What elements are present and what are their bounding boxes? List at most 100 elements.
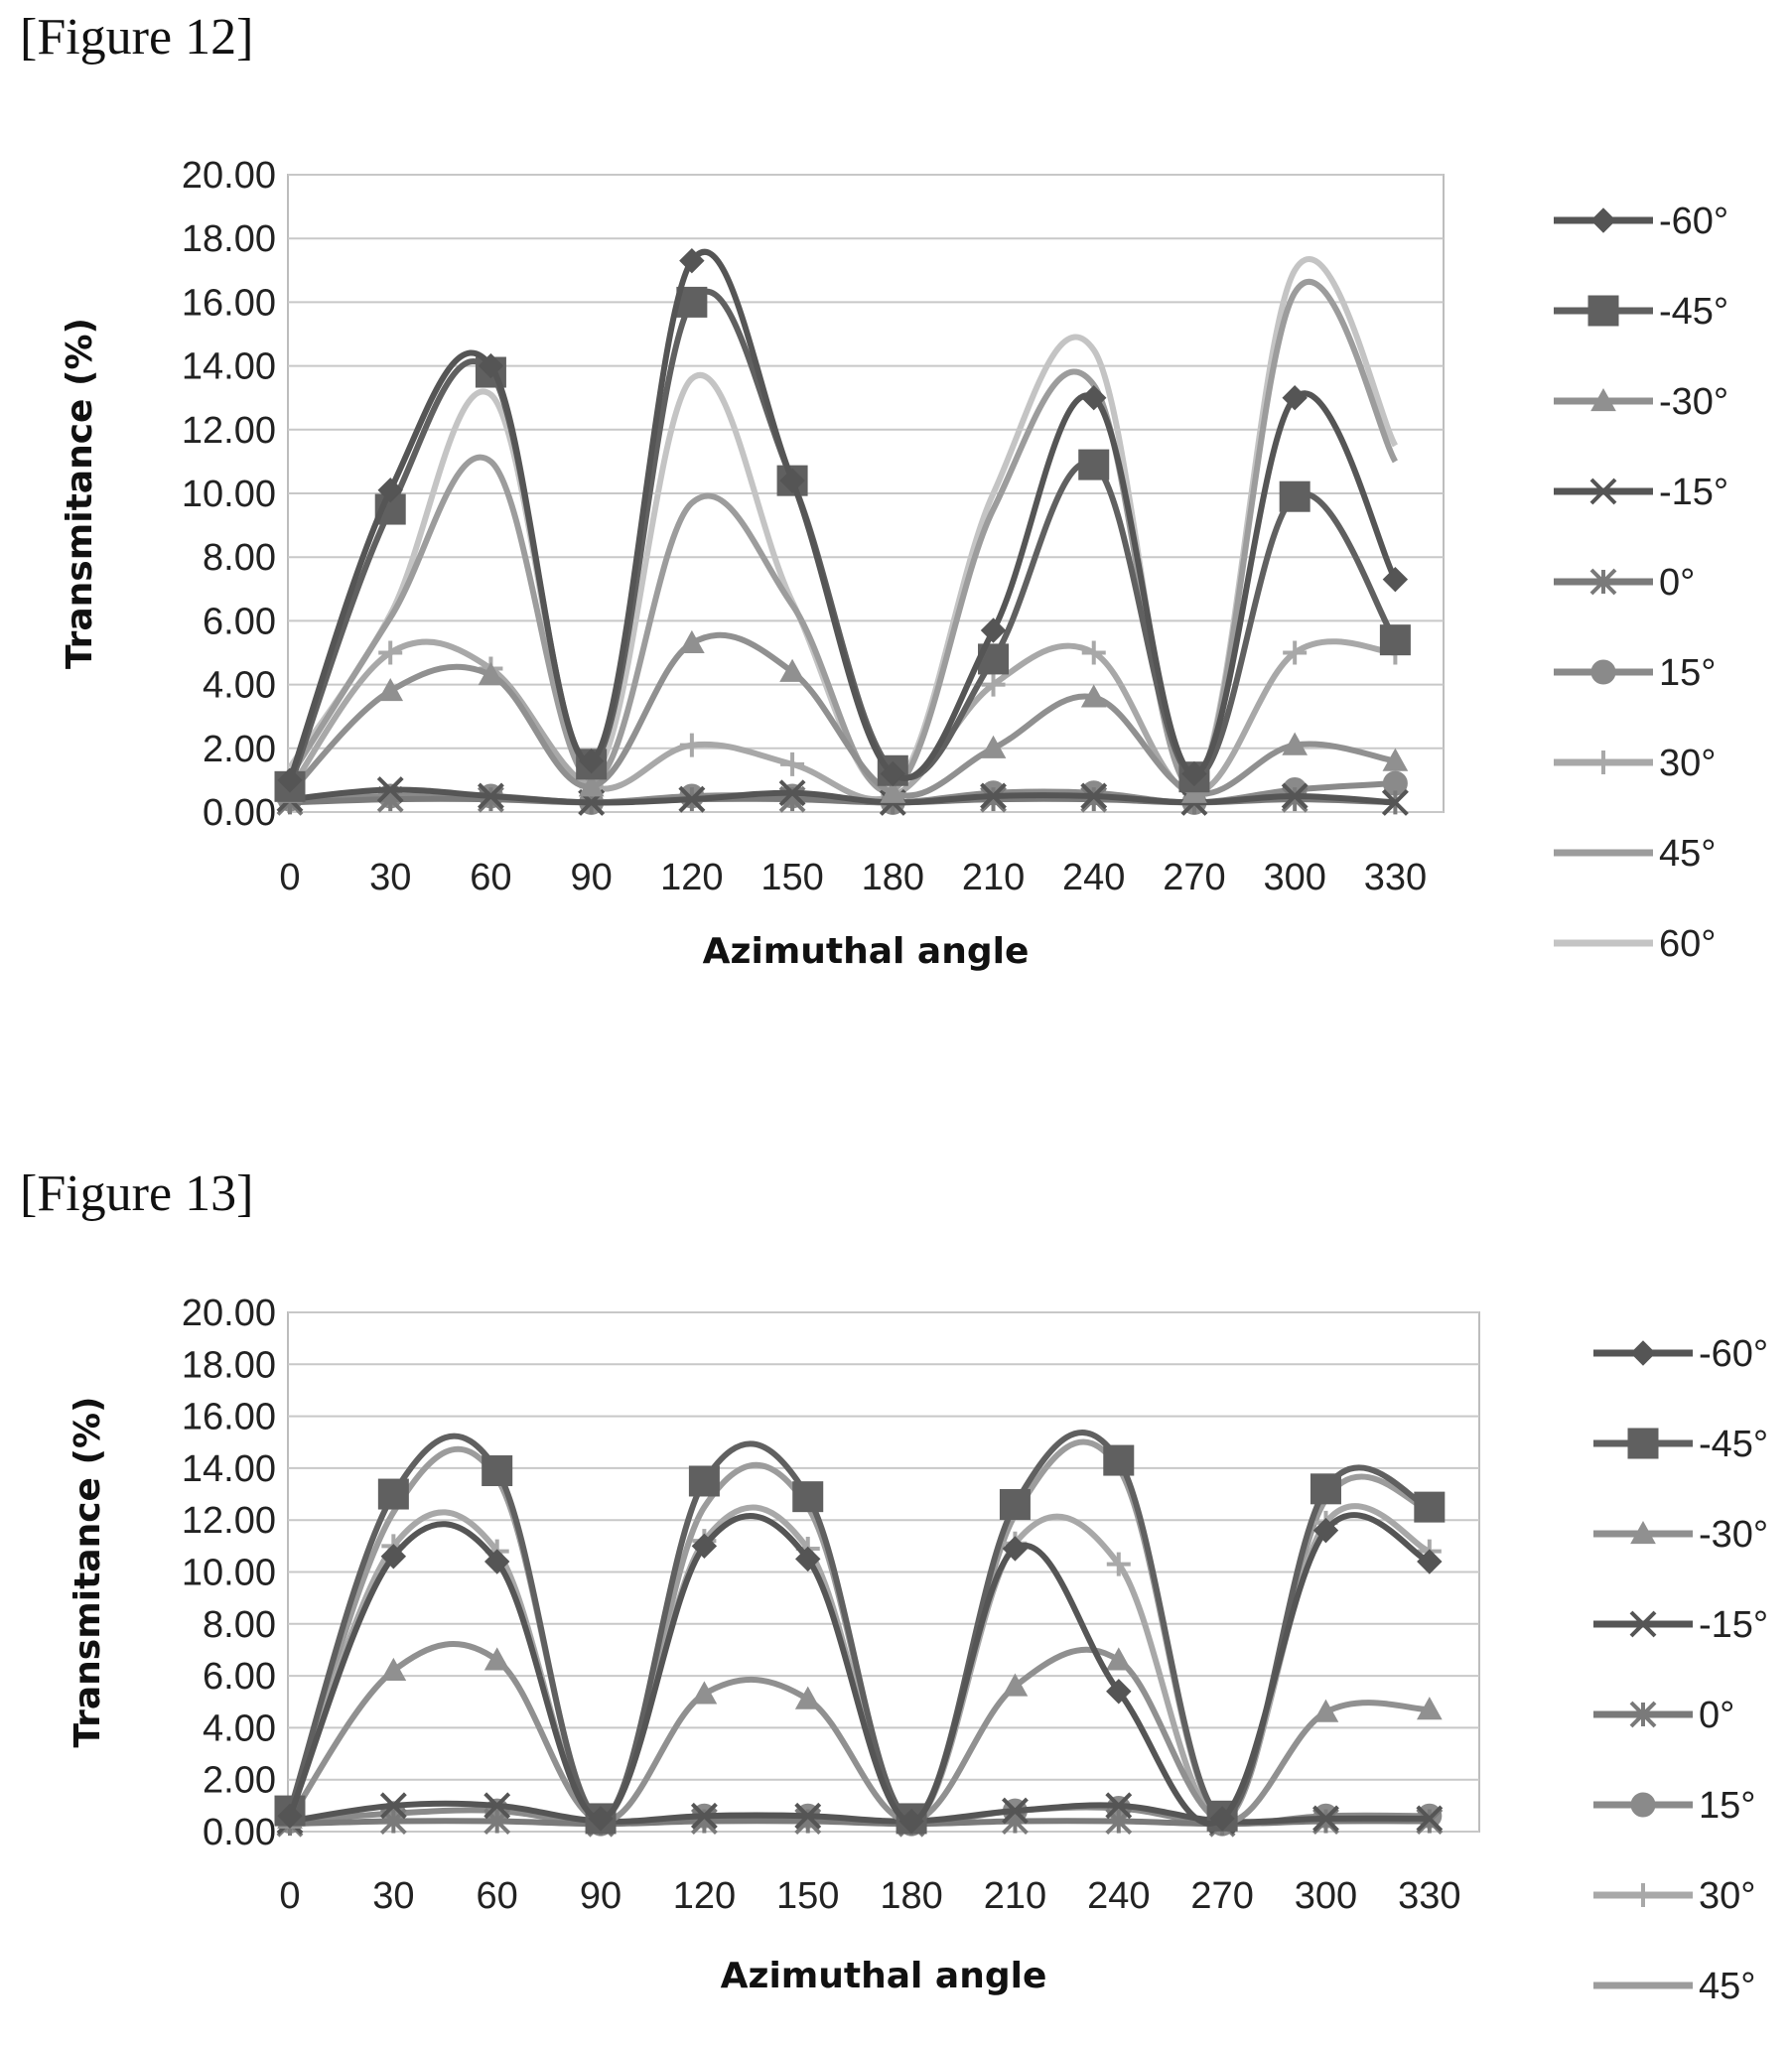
x-tick-label: 30 (369, 857, 411, 898)
data-point (578, 748, 605, 774)
data-point (483, 1549, 510, 1574)
figure-13-chart: 0.00 2.00 4.00 6.00 8.00 10.00 12.00 14.00 16.00… (68, 1293, 1768, 2007)
data-point (1281, 785, 1309, 813)
y-tick-label: 6.00 (203, 601, 276, 642)
data-point (377, 478, 403, 503)
figure-13-caption: [Figure 13] (20, 1165, 254, 1222)
legend-label: -60° (1699, 1333, 1768, 1375)
legend-marker (1629, 1610, 1657, 1638)
data-point (377, 1478, 409, 1510)
data-point (688, 1465, 720, 1497)
data-point (691, 1681, 718, 1705)
data-point (376, 776, 404, 803)
data-point (679, 733, 704, 757)
x-tick-label: 150 (776, 1875, 839, 1917)
y-tick-label: 12.00 (182, 410, 276, 452)
data-point (981, 672, 1006, 697)
data-point (1103, 1444, 1135, 1476)
x-tick-label: 330 (1364, 857, 1427, 898)
data-point (277, 767, 303, 793)
legend-label: 30° (1659, 743, 1716, 784)
legend-label: 45° (1659, 833, 1716, 875)
data-point (1312, 1699, 1339, 1722)
legend-marker (1591, 751, 1615, 774)
legend-marker (1630, 1340, 1656, 1366)
data-point (483, 1792, 511, 1820)
legend-marker (1590, 207, 1616, 233)
y-tick-label: 0.00 (203, 792, 276, 834)
x-tick-label: 60 (470, 857, 511, 898)
legend-label: -60° (1659, 201, 1728, 242)
y-tick-label: 0.00 (203, 1812, 276, 1853)
legend-marker (1629, 1701, 1657, 1728)
legend-label: -45° (1699, 1424, 1768, 1465)
data-point (690, 1802, 718, 1830)
data-point (1279, 480, 1310, 512)
x-tick-label: 120 (660, 857, 723, 898)
x-tick-label: 60 (477, 1875, 518, 1917)
data-point (880, 760, 906, 787)
data-point (377, 677, 404, 702)
x-tick-label: 270 (1163, 857, 1225, 898)
data-point (778, 779, 806, 807)
legend-label: 60° (1659, 923, 1716, 965)
data-point (588, 1806, 614, 1832)
data-point (1414, 1491, 1446, 1523)
data-point (1081, 384, 1107, 411)
y-tick-label: 2.00 (203, 729, 276, 770)
data-point (1105, 1647, 1132, 1671)
y-tick-label: 18.00 (182, 1344, 276, 1386)
y-tick-label: 16.00 (182, 1397, 276, 1438)
y-tick-label: 8.00 (203, 537, 276, 579)
data-point (779, 658, 805, 682)
y-tick-label: 20.00 (182, 155, 276, 197)
data-point (980, 785, 1007, 813)
data-point (780, 751, 805, 776)
legend-label: -15° (1659, 472, 1728, 513)
y-tick-label: 4.00 (203, 1707, 276, 1749)
x-tick-label: 30 (372, 1875, 414, 1917)
data-point (880, 779, 906, 803)
data-point (1416, 1805, 1444, 1833)
legend-label: 30° (1699, 1875, 1755, 1917)
figure-12-chart: 0.00 2.00 4.00 6.00 8.00 10.00 12.00 14.00 16.00… (60, 155, 1728, 972)
legend-marker (1590, 659, 1616, 685)
data-point (1283, 640, 1308, 665)
legend-label: 0° (1699, 1695, 1734, 1736)
data-point (1382, 748, 1409, 771)
x-axis-title: Azimuthal angle (703, 931, 1030, 972)
legend-marker (1589, 478, 1617, 505)
data-point (980, 735, 1007, 758)
data-point (1106, 1552, 1131, 1576)
data-point (678, 785, 706, 813)
y-tick-label: 2.00 (203, 1760, 276, 1802)
data-point (679, 247, 705, 274)
legend-label: 15° (1699, 1785, 1755, 1827)
data-point (691, 1533, 718, 1560)
data-point (1312, 1517, 1339, 1544)
data-point (378, 640, 403, 665)
data-point (1105, 1792, 1133, 1820)
y-tick-label: 4.00 (203, 665, 276, 707)
data-point (1080, 785, 1108, 813)
data-point (1281, 782, 1309, 810)
x-tick-label: 120 (673, 1875, 736, 1917)
data-point (1002, 1536, 1029, 1562)
data-point (380, 1544, 407, 1570)
data-point (1310, 1473, 1341, 1505)
legend-marker (1630, 1520, 1656, 1545)
x-tick-label: 90 (571, 857, 613, 898)
legend-marker (1627, 1428, 1659, 1459)
x-tick-label: 210 (962, 857, 1025, 898)
x-tick-label: 210 (984, 1875, 1046, 1917)
data-point (478, 352, 504, 379)
data-point (483, 1647, 510, 1671)
data-point (1379, 624, 1411, 656)
data-point (679, 629, 705, 653)
data-point (898, 1808, 924, 1835)
x-tick-label: 0 (279, 857, 300, 898)
y-tick-label: 6.00 (203, 1656, 276, 1698)
data-point (1416, 1697, 1443, 1720)
data-point (380, 1657, 407, 1681)
y-tick-label: 10.00 (182, 474, 276, 515)
